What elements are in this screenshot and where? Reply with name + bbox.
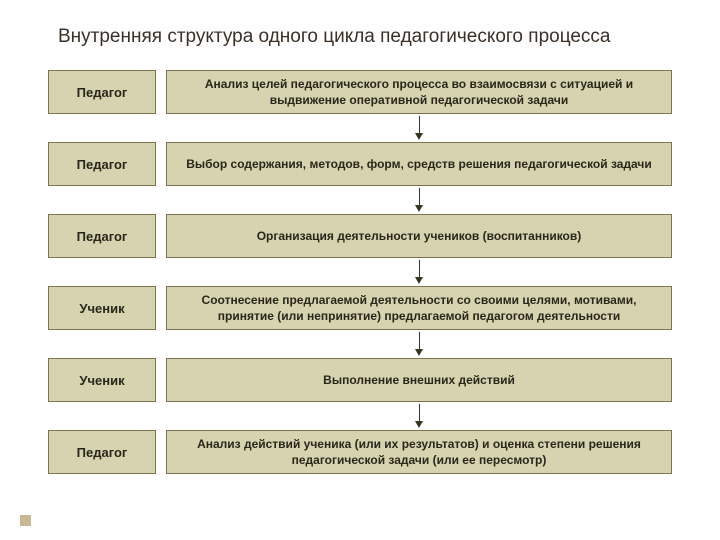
- role-box: Ученик: [48, 358, 156, 402]
- arrow-down-icon: [415, 186, 423, 214]
- flow-row: Педагог Выбор содержания, методов, форм,…: [48, 142, 672, 186]
- flow-arrow: [166, 114, 672, 142]
- flow-arrow: [166, 330, 672, 358]
- content-box: Выполнение внешних действий: [166, 358, 672, 402]
- content-box: Анализ действий ученика (или их результа…: [166, 430, 672, 474]
- role-box: Педагог: [48, 70, 156, 114]
- content-box: Выбор содержания, методов, форм, средств…: [166, 142, 672, 186]
- content-box: Соотнесение предлагаемой деятельности со…: [166, 286, 672, 330]
- flow-row: Педагог Анализ действий ученика (или их …: [48, 430, 672, 474]
- flow-row: Ученик Выполнение внешних действий: [48, 358, 672, 402]
- role-box: Педагог: [48, 142, 156, 186]
- slide-corner-icon: [20, 515, 31, 526]
- role-box: Ученик: [48, 286, 156, 330]
- arrow-down-icon: [415, 402, 423, 430]
- content-box: Организация деятельности учеников (воспи…: [166, 214, 672, 258]
- flow-arrow: [166, 186, 672, 214]
- role-box: Педагог: [48, 430, 156, 474]
- flow-arrow: [166, 402, 672, 430]
- arrow-down-icon: [415, 114, 423, 142]
- flowchart: Педагог Анализ целей педагогического про…: [48, 70, 672, 474]
- flow-row: Педагог Анализ целей педагогического про…: [48, 70, 672, 114]
- flow-arrow: [166, 258, 672, 286]
- content-box: Анализ целей педагогического процесса во…: [166, 70, 672, 114]
- flow-row: Ученик Соотнесение предлагаемой деятельн…: [48, 286, 672, 330]
- flow-row: Педагог Организация деятельности ученико…: [48, 214, 672, 258]
- arrow-down-icon: [415, 258, 423, 286]
- role-box: Педагог: [48, 214, 156, 258]
- arrow-down-icon: [415, 330, 423, 358]
- diagram-title: Внутренняя структура одного цикла педаго…: [58, 26, 672, 48]
